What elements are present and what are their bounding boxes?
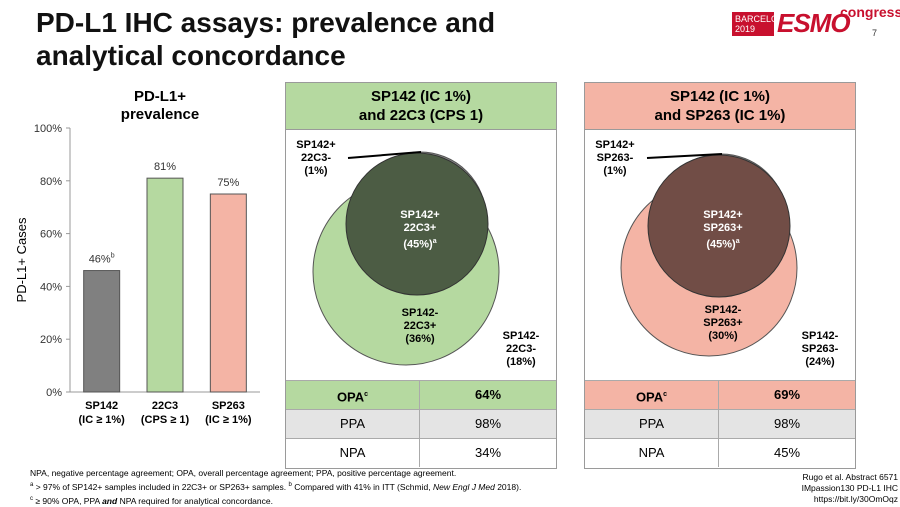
label-neither: SP142- SP263- (24%) bbox=[801, 330, 839, 368]
bar-sp263 bbox=[209, 193, 247, 393]
panel-title: SP142 (IC 1%) and SP263 (IC 1%) bbox=[585, 83, 855, 130]
venn-diagram bbox=[312, 151, 500, 366]
prevalence-bar-chart: 0% 20% 40% 60% 80% 100% PD-L1+ Cases 46%b SP142 (… bbox=[14, 123, 260, 426]
y-tick-label: 0% bbox=[46, 387, 62, 399]
logo-brand: ESMO bbox=[777, 8, 851, 38]
label-overlap: SP142+ SP263+ (45%)a bbox=[703, 209, 743, 251]
bar-sp142 bbox=[83, 270, 121, 393]
bar-value-label: 46%b bbox=[89, 253, 115, 266]
x-category-label: SP142 bbox=[85, 400, 118, 412]
label-overlap: SP142+ 22C3+ (45%)a bbox=[400, 209, 440, 251]
table-row-opa: OPAc 69% bbox=[585, 380, 855, 409]
page-title: PD-L1 IHC assays: prevalence and analyti… bbox=[36, 7, 496, 71]
label-top-only: SP142+ SP263- (1%) bbox=[595, 139, 635, 177]
reference: Rugo et al. Abstract 6571 IMpassion130 P… bbox=[801, 472, 898, 504]
x-category-label: 22C3 bbox=[152, 400, 178, 412]
y-tick-label: 20% bbox=[40, 334, 62, 346]
y-tick-label: 80% bbox=[40, 176, 62, 188]
label-top-only: SP142+ 22C3- (1%) bbox=[296, 139, 336, 177]
label-neither: SP142- 22C3- (18%) bbox=[502, 330, 540, 368]
table-row-ppa: PPA 98% bbox=[286, 409, 556, 438]
venn-panel-22c3: SP142 (IC 1%) and 22C3 (CPS 1) SP142+ 22C… bbox=[285, 82, 557, 469]
table-row-ppa: PPA 98% bbox=[585, 409, 855, 438]
y-axis-label: PD-L1+ Cases bbox=[14, 217, 29, 302]
y-tick-label: 100% bbox=[34, 123, 62, 135]
y-tick-label: 60% bbox=[40, 229, 62, 241]
x-category-label: SP263 bbox=[212, 400, 245, 412]
footnotes: NPA, negative percentage agreement; OPA,… bbox=[30, 468, 522, 506]
venn-diagram bbox=[620, 153, 798, 357]
concordance-table: OPAc 69% PPA 98% NPA 45% bbox=[585, 380, 855, 467]
logo-city-badge: BARCELONA 2019 bbox=[732, 12, 791, 36]
table-row-npa: NPA 34% bbox=[286, 438, 556, 467]
label-second-only: SP142- SP263+ (30%) bbox=[703, 304, 743, 342]
y-tick-label: 40% bbox=[40, 281, 62, 293]
table-row-npa: NPA 45% bbox=[585, 438, 855, 467]
logo-suffix: congress bbox=[840, 4, 900, 20]
bar-value-sup: b bbox=[111, 253, 115, 260]
table-row-opa: OPAc 64% bbox=[286, 380, 556, 409]
x-category-sublabel: (CPS ≥ 1) bbox=[141, 414, 190, 426]
concordance-table: OPAc 64% PPA 98% NPA 34% bbox=[286, 380, 556, 467]
bar-value-label: 81% bbox=[154, 161, 176, 173]
chart-title: PD-L1+ prevalence bbox=[120, 88, 200, 123]
x-category-sublabel: (IC ≥ 1%) bbox=[205, 414, 252, 426]
callout-line bbox=[347, 151, 422, 159]
x-category-sublabel: (IC ≥ 1%) bbox=[78, 414, 125, 426]
esmo-logo: BARCELONA 2019 ESMO congress bbox=[732, 4, 900, 46]
venn-panel-sp263: SP142 (IC 1%) and SP263 (IC 1%) SP142+ SP… bbox=[584, 82, 856, 469]
panel-title: SP142 (IC 1%) and 22C3 (CPS 1) bbox=[286, 83, 556, 130]
label-second-only: SP142- 22C3+ (36%) bbox=[401, 307, 439, 345]
slide-number: 7 bbox=[872, 28, 878, 38]
bar-value-label: 75% bbox=[217, 177, 239, 189]
callout-line bbox=[646, 153, 723, 159]
bar-22c3 bbox=[146, 177, 184, 393]
